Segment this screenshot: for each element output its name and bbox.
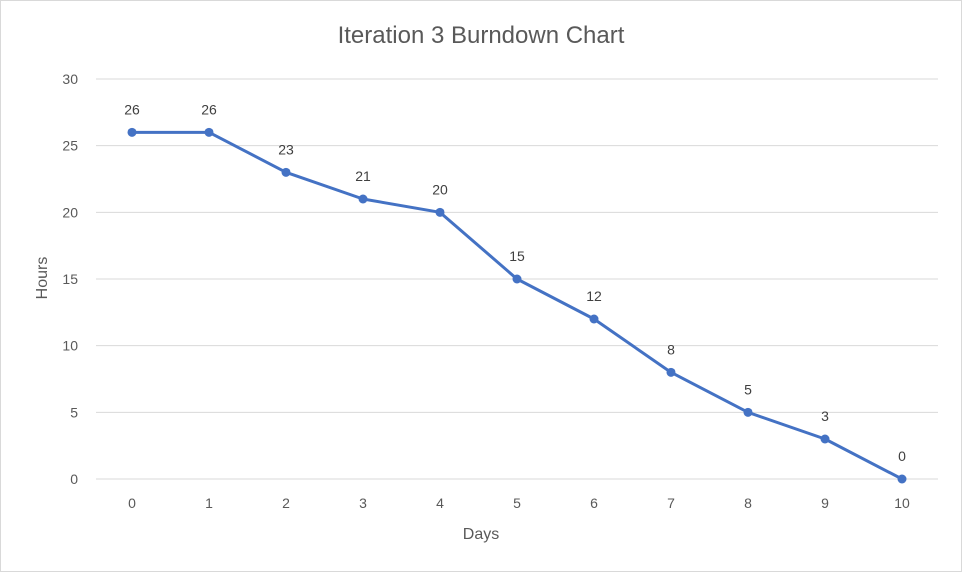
x-axis-label: Days — [463, 526, 499, 543]
data-point — [666, 367, 676, 377]
data-point — [281, 167, 291, 177]
data-labels: 26 26 23 21 20 15 12 8 5 3 0 — [124, 101, 906, 464]
series-line — [130, 130, 904, 481]
x-tick-label: 3 — [359, 495, 367, 511]
y-tick-label: 30 — [62, 71, 78, 87]
data-label: 12 — [586, 288, 602, 304]
y-tick-label: 15 — [62, 271, 78, 287]
data-label: 5 — [744, 381, 752, 397]
x-tick-label: 1 — [205, 495, 213, 511]
data-point — [743, 407, 753, 417]
chart-title: Iteration 3 Burndown Chart — [338, 22, 625, 49]
data-label: 3 — [821, 408, 829, 424]
x-tick-label: 10 — [894, 495, 910, 511]
data-point — [897, 474, 907, 484]
y-tick-label: 25 — [62, 138, 78, 154]
data-point — [358, 194, 368, 204]
y-axis-label: Hours — [34, 257, 51, 300]
data-point — [127, 127, 137, 137]
data-label: 20 — [432, 181, 448, 197]
y-tick-label: 0 — [70, 471, 78, 487]
x-tick-label: 7 — [667, 495, 675, 511]
y-tick-label: 20 — [62, 204, 78, 220]
x-tick-label: 0 — [128, 495, 136, 511]
series-hours — [127, 127, 907, 484]
y-axis-ticks: 0 5 10 15 20 25 30 — [62, 71, 78, 487]
x-tick-label: 6 — [590, 495, 598, 511]
data-point — [820, 434, 830, 444]
data-label: 8 — [667, 341, 675, 357]
data-point — [204, 127, 214, 137]
x-tick-label: 2 — [282, 495, 290, 511]
y-tick-label: 5 — [70, 404, 78, 420]
x-tick-label: 4 — [436, 495, 444, 511]
data-point — [589, 314, 599, 324]
y-tick-label: 10 — [62, 338, 78, 354]
data-label: 0 — [898, 448, 906, 464]
data-point — [512, 274, 522, 284]
data-label: 26 — [124, 101, 140, 117]
data-label: 23 — [278, 141, 294, 157]
x-tick-label: 9 — [821, 495, 829, 511]
x-axis-ticks: 0 1 2 3 4 5 6 7 8 9 10 — [128, 495, 910, 511]
data-label: 15 — [509, 248, 525, 264]
data-point — [435, 207, 445, 217]
data-label: 26 — [201, 101, 217, 117]
data-label: 21 — [355, 168, 371, 184]
x-tick-label: 5 — [513, 495, 521, 511]
x-tick-label: 8 — [744, 495, 752, 511]
